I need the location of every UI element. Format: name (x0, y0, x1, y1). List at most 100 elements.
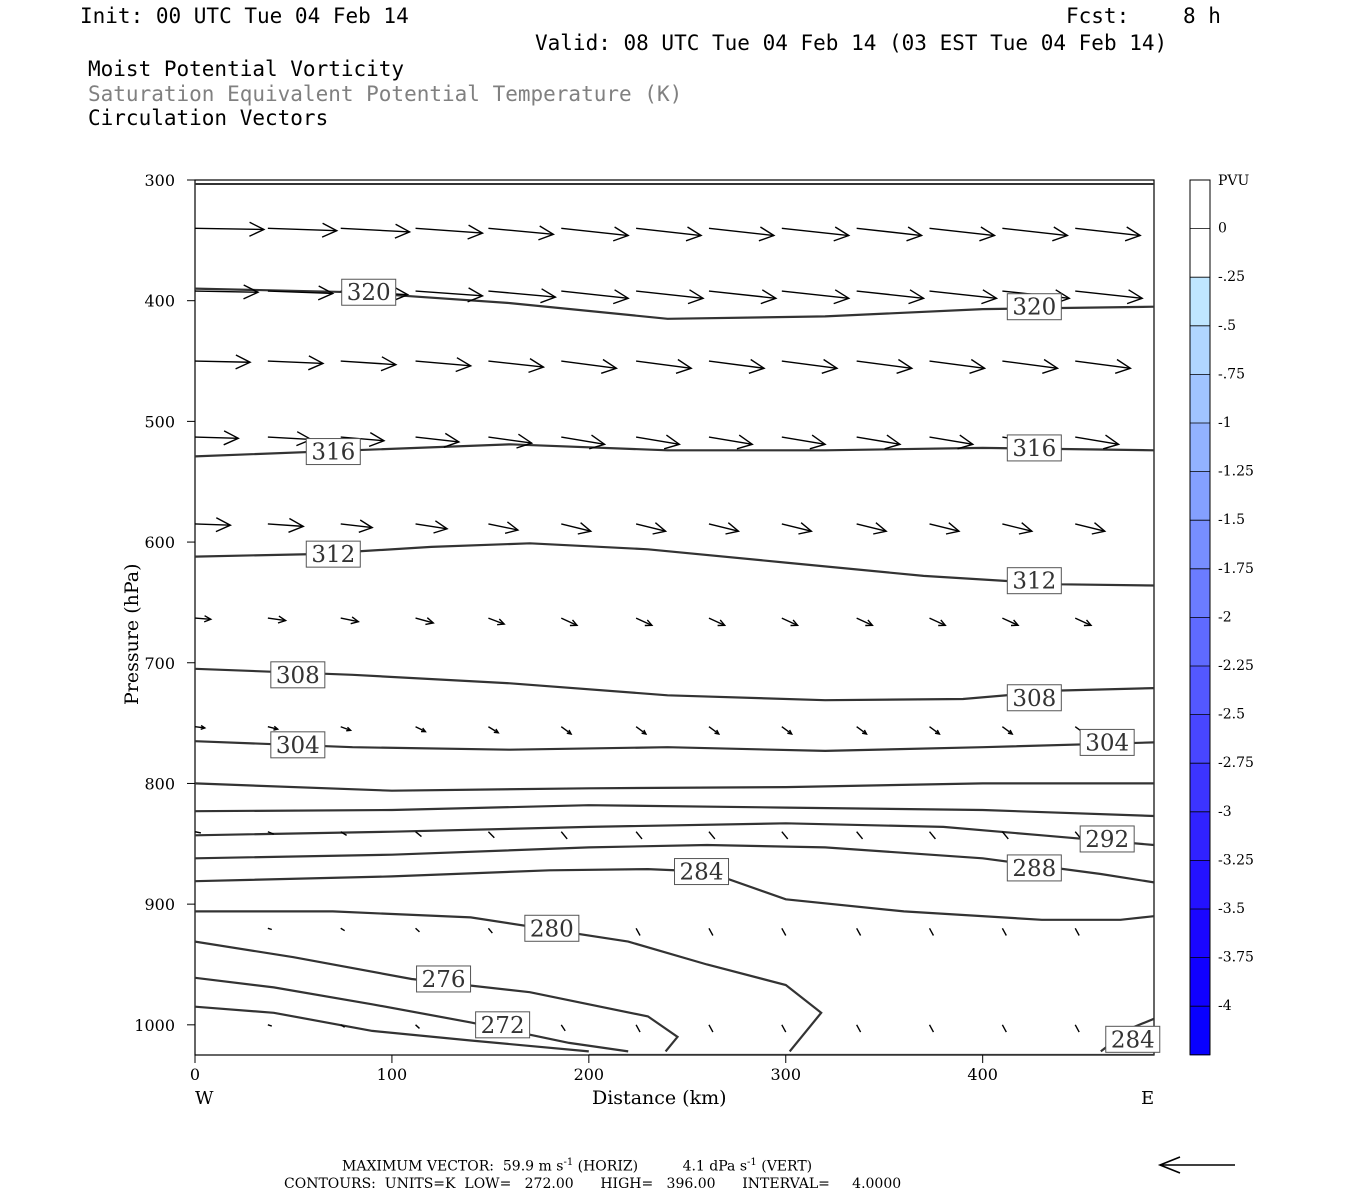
x-tick-label: 200 (574, 1065, 605, 1084)
vector-head (906, 226, 924, 242)
vector-shaft (856, 436, 901, 446)
contour-268 (195, 1005, 589, 1053)
vector-head (685, 226, 703, 242)
vector-shaft (1002, 227, 1068, 237)
colorbar-swatch (1190, 568, 1210, 618)
vector-head (957, 434, 975, 450)
axes: 300 400 500 600 700 800 900 1000 0 100 200 300 400 (134, 171, 998, 1084)
vector-shaft (929, 360, 985, 369)
contour-label: 284 (1111, 1027, 1155, 1053)
vector-shaft (708, 523, 739, 532)
vector-head (504, 521, 520, 534)
vector-shaft (267, 290, 333, 295)
contour-label-box (1105, 1025, 1161, 1053)
vector-shaft (195, 360, 251, 363)
vector-head (346, 726, 353, 732)
vector-head (249, 221, 266, 237)
colorbar-label: -3 (1218, 804, 1232, 820)
contour-272 (195, 976, 629, 1053)
vector-shaft (781, 831, 789, 840)
vector-head (467, 224, 485, 240)
contour-288 (195, 843, 1154, 884)
vector-shaft (1002, 523, 1033, 532)
vector-shaft (636, 360, 692, 369)
east-label: E (1141, 1088, 1154, 1109)
vector-shaft (561, 227, 629, 237)
vector-head (748, 358, 766, 374)
contour-284 (195, 867, 1154, 921)
vector-shaft (560, 831, 568, 840)
vector-head (798, 522, 813, 535)
vector-head (687, 289, 705, 305)
contour-label: 312 (1012, 569, 1056, 595)
vert-exponent: -1 (747, 1157, 757, 1168)
vector-shaft (1075, 436, 1119, 446)
vector-shaft (708, 831, 716, 840)
vector-shaft (708, 360, 765, 369)
contour-label: 304 (1085, 730, 1129, 756)
vector-shaft (1002, 360, 1058, 369)
vector-shaft (487, 927, 493, 934)
y-tick-label: 600 (144, 533, 175, 552)
vector-shaft (267, 1024, 273, 1027)
vector-head (663, 434, 681, 450)
vector-shaft (560, 1024, 566, 1032)
vector-shaft (856, 523, 887, 532)
contour-label-box (305, 438, 361, 466)
vector-shaft (415, 617, 434, 624)
colorbar-swatch (1190, 374, 1210, 424)
vector-shaft (781, 1024, 787, 1033)
colorbar-label: -2.25 (1218, 658, 1254, 674)
vector-head (380, 356, 398, 372)
vector-shaft (929, 290, 997, 299)
valid-time: Valid: 08 UTC Tue 04 Feb 14 (03 EST Tue … (535, 31, 1168, 55)
vector-head (790, 619, 800, 627)
vector-shaft (929, 523, 960, 532)
colorbar-swatch (1190, 763, 1210, 813)
vector-shaft (488, 290, 556, 298)
colorbar-swatch (1190, 714, 1210, 764)
circulation-vectors (195, 221, 1144, 1033)
vector-head (675, 358, 693, 374)
vector-shaft (856, 1024, 862, 1033)
colorbar-label: -2.5 (1218, 707, 1245, 723)
vector-shaft (415, 726, 426, 733)
contour-labels: 320 320 316 316 312 312 308 308 304 304 292 288 284 2… (270, 278, 1161, 1053)
west-label: W (195, 1088, 214, 1109)
vert-unit: (VERT) (761, 1158, 813, 1175)
vector-shaft (708, 726, 720, 735)
vector-shaft (928, 927, 935, 936)
contour-label: 292 (1085, 827, 1129, 853)
vector-shaft (267, 436, 312, 441)
vector-shaft (415, 927, 420, 933)
colorbar-label: -3.75 (1218, 950, 1254, 966)
vector-head (1018, 522, 1034, 535)
contour-label-box (1079, 825, 1135, 853)
vector-shaft (415, 290, 483, 297)
vector-shaft (1075, 360, 1131, 369)
vector-head (969, 358, 987, 374)
vector-shaft (635, 726, 647, 735)
vector-head (528, 358, 546, 374)
vector-shaft (781, 360, 838, 369)
contour-300 (195, 782, 1154, 792)
vector-shaft (1074, 927, 1080, 936)
forecast-label: Fcst: (1066, 4, 1130, 28)
colorbar-swatch (1190, 617, 1210, 667)
colorbar-swatch (1190, 666, 1210, 716)
vector-shaft (1074, 1024, 1080, 1033)
vector-head (1083, 619, 1093, 627)
contour-296 (195, 804, 1154, 818)
vector-head (358, 519, 374, 533)
vector-shaft (781, 227, 849, 237)
vector-head (979, 226, 997, 242)
vector-head (200, 724, 207, 731)
horiz-unit: (HORIZ) (577, 1158, 639, 1175)
colorbar-label: -.25 (1218, 269, 1245, 285)
colorbar-swatch (1190, 471, 1210, 521)
vector-shaft (267, 617, 286, 622)
vector-shaft (195, 523, 231, 526)
contour-label: 308 (276, 663, 320, 689)
vector-head (1114, 358, 1132, 374)
